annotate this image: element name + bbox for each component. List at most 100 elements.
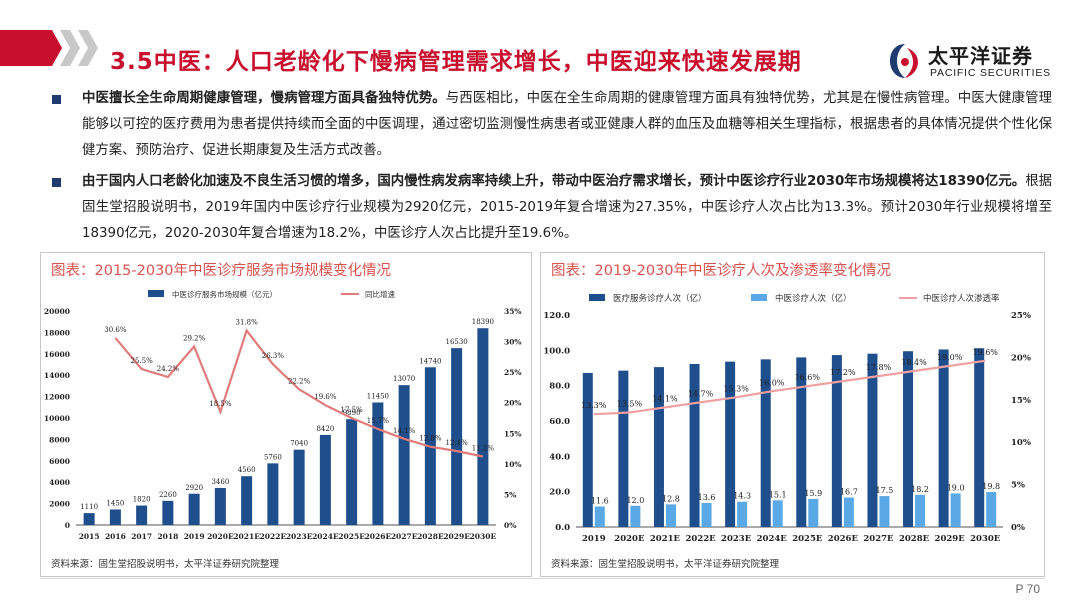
market-size-chart: 0 2000 4000 6000 8000 10000 12000 14000 16000 180… [44,289,522,541]
y2-tick-label: 5% [1011,481,1025,491]
bar-primary [162,500,174,525]
x-tick-label: 2025E [792,534,823,544]
x-tick-label: 2022E [260,532,287,541]
line-value-label: 15.3% [723,384,749,393]
line-value-label: 15.7% [367,417,390,425]
bar-value-label: 1450 [106,499,124,507]
legend-label: 中医诊疗人次（亿） [775,293,852,304]
bar-value-label: 18.2 [911,485,929,494]
y2-tick-label: 25% [1011,311,1031,321]
bar-secondary [594,506,605,527]
bar-value-label: 18390 [472,318,494,326]
bar-primary [214,487,226,525]
y-tick-label: 0 [65,521,70,530]
bullet-body-text: 根据固生堂招股说明书，2019年国内中医诊疗行业规模为2920亿元，2015-2… [82,174,1053,241]
bar-value-label: 12.0 [626,496,644,505]
bar-value-label: 17.5 [876,486,894,495]
bullet-item: 由于国内人口老龄化加速及不良生活习惯的增多，国内慢性病发病率持续上升，带动中医治… [52,169,1052,247]
x-tick-label: 2026E [828,534,859,544]
bar-secondary [986,492,997,527]
line-value-label: 12.8% [419,435,442,443]
x-tick-label: 2029E [935,534,966,544]
y-tick-label: 20.0 [549,488,570,498]
bar-primary [974,348,985,527]
line-value-label: 29.2% [183,334,206,342]
y-tick-label: 6000 [49,457,70,466]
bar-value-label: 2260 [159,491,177,499]
bar-value-label: 13.6 [698,493,716,502]
y-tick-label: 8000 [49,435,70,444]
bar-value-label: 7040 [290,440,308,448]
bar-primary [346,419,358,525]
bar-secondary [772,500,783,527]
header-bar: 3.5中医：人口老龄化下慢病管理需求增长，中医迎来快速发展期 太平洋证券 PAC… [0,10,1080,79]
x-tick-label: 2019 [582,534,606,544]
bar-primary [109,509,121,525]
bar-secondary [843,497,854,527]
x-tick-label: 2023E [286,532,313,541]
bar-primary [725,361,736,527]
y2-tick-label: 25% [504,368,522,377]
bar-secondary [950,493,961,527]
bar-primary [618,370,629,527]
bar-primary [372,402,384,525]
x-tick-label: 2025E [338,532,365,541]
bar-primary [582,372,593,527]
line-value-label: 16.0% [759,378,785,387]
logo-text-cn: 太平洋证券 [928,44,1033,68]
line-value-label: 13.3% [581,401,607,410]
chart-title: 图表：2019-2030年中医诊疗人次及渗透率变化情况 [551,263,892,279]
line-value-label: 25.5% [131,357,154,365]
bar-primary [83,513,95,525]
bar-value-label: 19.8 [982,482,1000,491]
logo-mark-icon [890,44,918,78]
x-tick-label: 2017 [131,532,152,541]
legend-label: 同比增速 [365,289,395,299]
bar-value-label: 14.3 [733,492,751,501]
line-value-label: 16.6% [795,373,821,382]
y2-tick-label: 10% [504,460,522,469]
bar-value-label: 9890 [343,409,361,417]
bar-secondary [630,505,641,527]
line-value-label: 18.5% [209,400,232,408]
line-value-label: 13.5% [617,400,643,409]
x-tick-label: 2024E [757,534,788,544]
bar-primary [653,367,664,527]
bar-value-label: 5760 [264,453,282,461]
legend-label: 中医诊疗人次渗透率 [923,293,1000,304]
bar-primary [903,351,914,527]
x-tick-label: 2021E [650,534,681,544]
visits-chart-panel: 图表：2019-2030年中医诊疗人次及渗透率变化情况 0.0 20.0 40.0 6… [540,252,1045,577]
line-value-label: 22.2% [288,377,311,385]
logo-text-en: PACIFIC SECURITIES [930,67,1051,79]
x-tick-label: 2021E [233,532,260,541]
line-value-label: 30.6% [104,326,127,334]
chart-source: 资料来源：固生堂招股说明书，太平洋证券研究院整理 [551,559,780,570]
x-tick-label: 2024E [312,532,339,541]
page-title: 3.5中医：人口老龄化下慢病管理需求增长，中医迎来快速发展期 [110,49,802,75]
line-value-label: 26.3% [262,352,285,360]
company-logo: 太平洋证券 PACIFIC SECURITIES [888,40,1058,84]
line-series [593,359,986,416]
bar-primary [267,463,279,525]
y2-tick-label: 0% [504,521,516,530]
line-value-label: 19.0% [937,353,963,362]
legend-swatch [751,294,767,301]
x-tick-label: 2030E [470,532,497,541]
bar-value-label: 16.7 [840,487,858,496]
bar-value-label: 15.9 [804,489,822,498]
line-value-label: 12.1% [446,439,469,447]
x-tick-label: 2027E [391,532,418,541]
market-size-chart-panel: 图表：2015-2030年中医诊疗服务市场规模变化情况 0 2000 4000 600… [40,252,532,577]
y-tick-label: 2000 [49,500,70,509]
bar-secondary [915,494,926,527]
bar-primary [451,348,463,525]
line-value-label: 19.6% [972,348,998,357]
line-value-label: 17.5% [341,406,364,414]
line-value-label: 17.2% [830,368,856,377]
legend-swatch [148,290,164,297]
x-tick-label: 2020E [614,534,645,544]
bullet-bold-text: 由于国内人口老龄化加速及不良生活习惯的增多，国内慢性病发病率持续上升，带动中医治… [82,174,1026,189]
y2-tick-label: 20% [504,399,522,408]
line-value-label: 14.7% [688,389,714,398]
